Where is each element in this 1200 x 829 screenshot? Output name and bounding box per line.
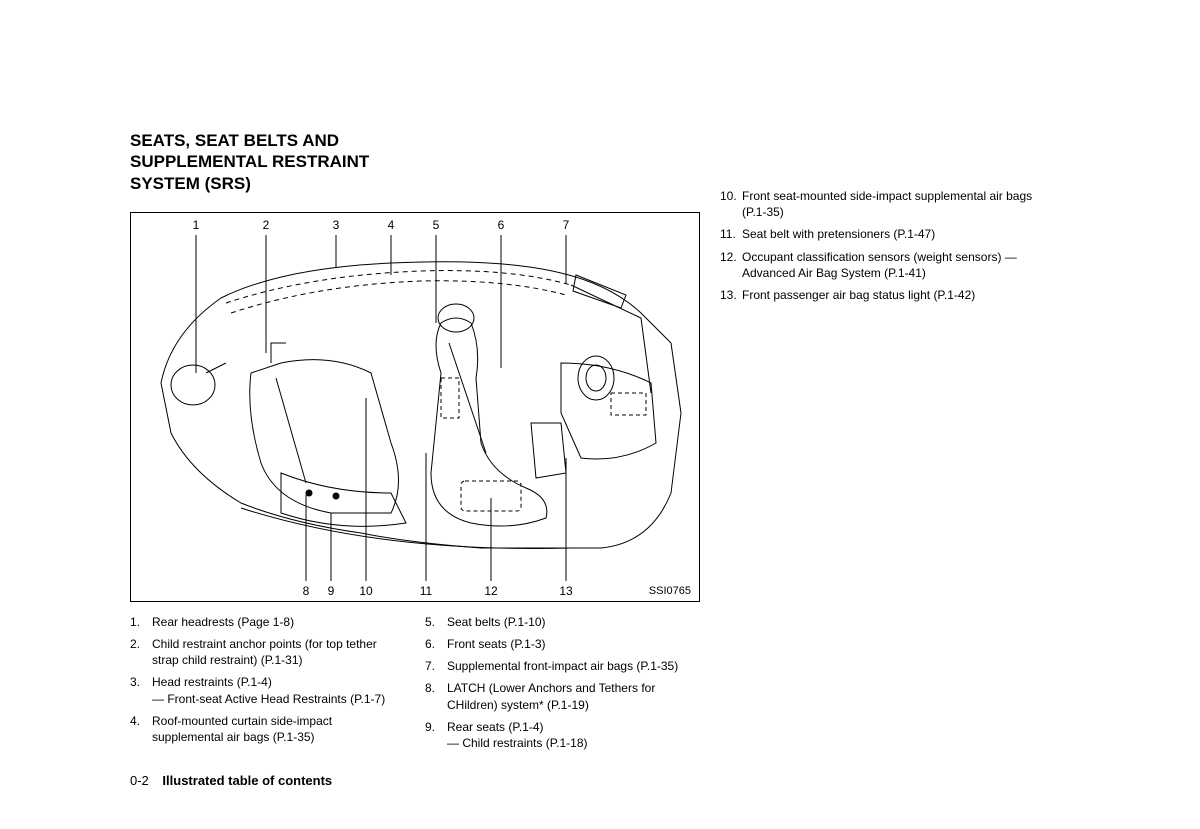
legend-number: 7.	[425, 658, 447, 674]
legend-text: Seat belt with pretensioners (P.1-47)	[742, 226, 935, 242]
legend-item: 4.Roof-mounted curtain side-impact suppl…	[130, 713, 405, 745]
diagram-id-label: SSI0765	[649, 585, 691, 597]
heading-line: SUPPLEMENTAL RESTRAINT	[130, 152, 369, 171]
legend-item: 12.Occupant classification sensors (weig…	[720, 249, 1050, 281]
legend-item: 13.Front passenger air bag status light …	[720, 287, 1050, 303]
legend-number: 13.	[720, 287, 742, 303]
legend-item: 9.Rear seats (P.1-4)— Child restraints (…	[425, 719, 700, 751]
callout-number: 6	[498, 218, 505, 232]
legend-number: 4.	[130, 713, 152, 745]
legend-item: 7.Supplemental front-impact air bags (P.…	[425, 658, 700, 674]
legend-item: 2.Child restraint anchor points (for top…	[130, 636, 405, 668]
callout-number: 13	[559, 584, 573, 598]
legend-item: 11.Seat belt with pretensioners (P.1-47)	[720, 226, 1050, 242]
legend-text: Front seat-mounted side-impact supplemen…	[742, 188, 1050, 220]
legend-number: 2.	[130, 636, 152, 668]
legend-item: 3.Head restraints (P.1-4)— Front-seat Ac…	[130, 674, 405, 706]
legend-text: Head restraints (P.1-4)— Front-seat Acti…	[152, 674, 385, 706]
legend-text: Roof-mounted curtain side-impact supplem…	[152, 713, 405, 745]
diagram-svg: 1234567 8910111213	[131, 213, 701, 603]
callout-number: 12	[484, 584, 498, 598]
legend-number: 6.	[425, 636, 447, 652]
legend-text: Occupant classification sensors (weight …	[742, 249, 1050, 281]
heading-line: SYSTEM (SRS)	[130, 174, 251, 193]
section-heading: SEATS, SEAT BELTS AND SUPPLEMENTAL RESTR…	[130, 130, 700, 194]
legend-number: 8.	[425, 680, 447, 712]
callout-number: 8	[303, 584, 310, 598]
callout-number: 4	[388, 218, 395, 232]
legend-text: Rear headrests (Page 1-8)	[152, 614, 294, 630]
legend-subtext: — Child restraints (P.1-18)	[447, 735, 588, 751]
callout-number: 3	[333, 218, 340, 232]
page-columns: SEATS, SEAT BELTS AND SUPPLEMENTAL RESTR…	[130, 130, 1100, 788]
legend-number: 1.	[130, 614, 152, 630]
legend-col-1: 1.Rear headrests (Page 1-8)2.Child restr…	[130, 614, 405, 757]
callout-number: 7	[563, 218, 570, 232]
legend-item: 1.Rear headrests (Page 1-8)	[130, 614, 405, 630]
legend-number: 10.	[720, 188, 742, 220]
legend-text: Child restraint anchor points (for top t…	[152, 636, 405, 668]
legend-col-2: 5.Seat belts (P.1-10)6.Front seats (P.1-…	[425, 614, 700, 757]
page-footer: 0-2 Illustrated table of contents	[130, 773, 700, 788]
legend-text: Front passenger air bag status light (P.…	[742, 287, 975, 303]
legend-item: 5.Seat belts (P.1-10)	[425, 614, 700, 630]
right-column: 10.Front seat-mounted side-impact supple…	[720, 130, 1050, 788]
callout-number: 11	[420, 584, 433, 598]
legend-text: Supplemental front-impact air bags (P.1-…	[447, 658, 678, 674]
legend-text: Seat belts (P.1-10)	[447, 614, 546, 630]
callout-number: 1	[193, 218, 200, 232]
legend-number: 9.	[425, 719, 447, 751]
legend-number: 12.	[720, 249, 742, 281]
legend-two-col: 1.Rear headrests (Page 1-8)2.Child restr…	[130, 614, 700, 757]
vehicle-diagram: 1234567 8910111213 SSI0765	[130, 212, 700, 602]
footer-title: Illustrated table of contents	[162, 773, 332, 788]
legend-number: 11.	[720, 226, 742, 242]
callout-number: 10	[359, 584, 373, 598]
legend-text: Front seats (P.1-3)	[447, 636, 545, 652]
legend-item: 8.LATCH (Lower Anchors and Tethers for C…	[425, 680, 700, 712]
legend-subtext: — Front-seat Active Head Restraints (P.1…	[152, 691, 385, 707]
legend-item: 10.Front seat-mounted side-impact supple…	[720, 188, 1050, 220]
legend-text: Rear seats (P.1-4)— Child restraints (P.…	[447, 719, 588, 751]
callout-number: 5	[433, 218, 440, 232]
callout-number: 9	[328, 584, 335, 598]
page-number: 0-2	[130, 773, 149, 788]
legend-number: 3.	[130, 674, 152, 706]
legend-item: 6.Front seats (P.1-3)	[425, 636, 700, 652]
legend-text: LATCH (Lower Anchors and Tethers for CHi…	[447, 680, 700, 712]
callout-number: 2	[263, 218, 270, 232]
legend-number: 5.	[425, 614, 447, 630]
left-column: SEATS, SEAT BELTS AND SUPPLEMENTAL RESTR…	[130, 130, 700, 788]
heading-line: SEATS, SEAT BELTS AND	[130, 131, 339, 150]
